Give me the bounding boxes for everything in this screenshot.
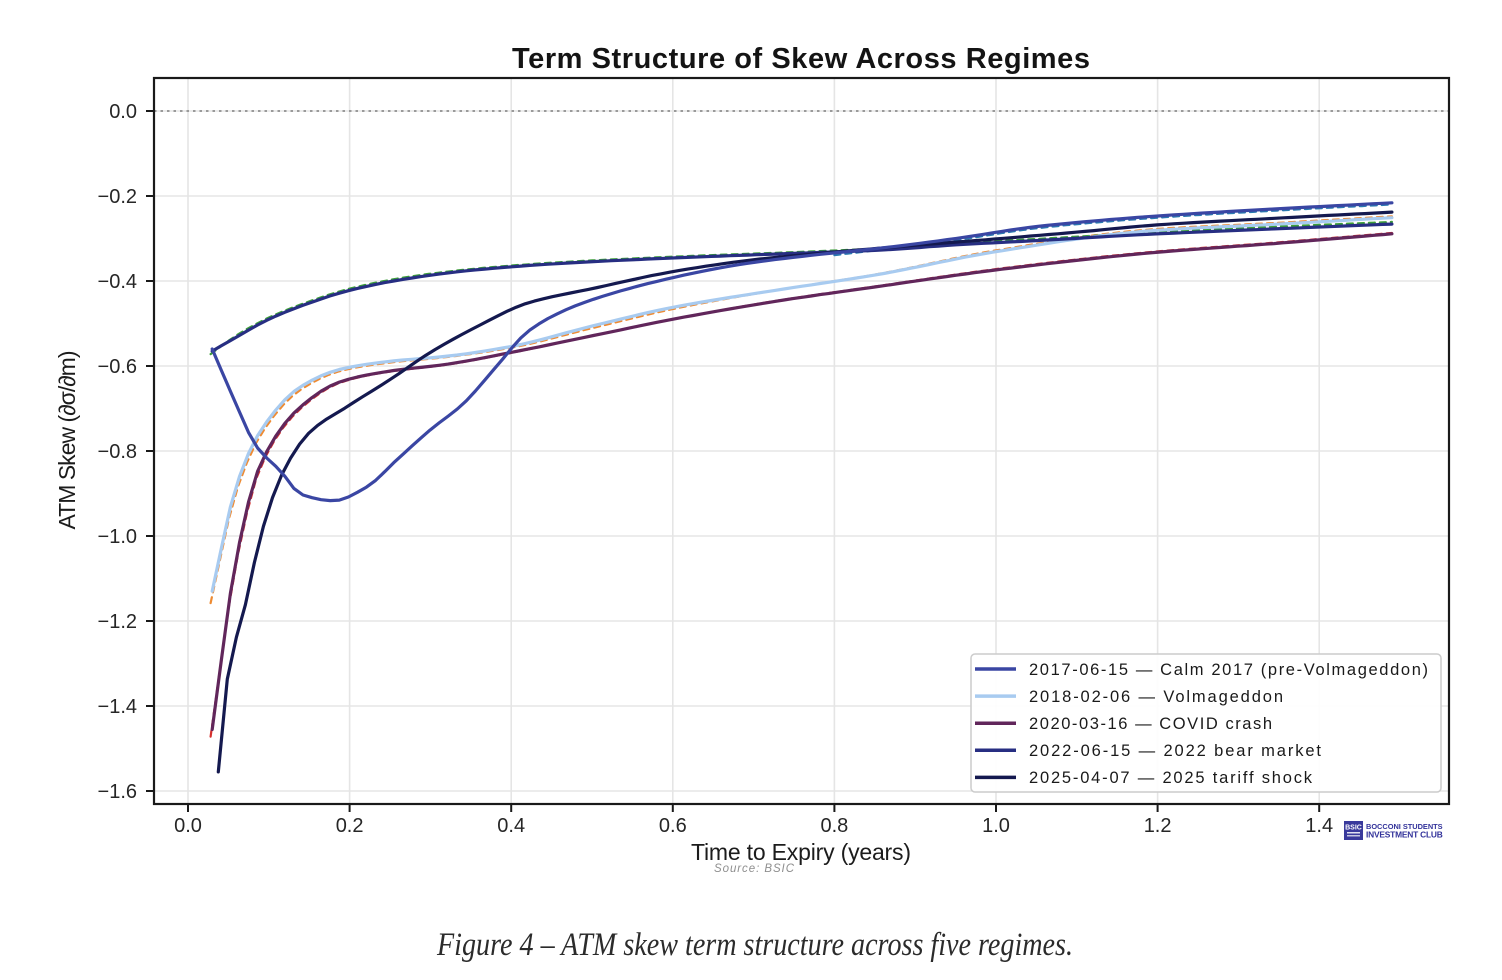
svg-text:−1.4: −1.4	[98, 696, 137, 718]
svg-text:2017-06-15 — Calm 2017 (pre-Vo: 2017-06-15 — Calm 2017 (pre-Volmageddon)	[1029, 661, 1428, 679]
svg-text:Time to Expiry (years): Time to Expiry (years)	[691, 839, 911, 865]
svg-text:BOCCONI STUDENTS: BOCCONI STUDENTS	[1366, 822, 1443, 831]
svg-text:Term Structure of Skew Across: Term Structure of Skew Across Regimes	[512, 43, 1090, 75]
svg-text:−0.4: −0.4	[98, 271, 137, 293]
svg-text:2020-03-16 — COVID crash: 2020-03-16 — COVID crash	[1029, 715, 1272, 733]
svg-text:−1.6: −1.6	[98, 781, 137, 803]
svg-text:−0.8: −0.8	[98, 441, 137, 463]
svg-text:Source: BSIC: Source: BSIC	[714, 863, 795, 875]
svg-text:2018-02-06 — Volmageddon: 2018-02-06 — Volmageddon	[1029, 688, 1283, 706]
svg-text:−0.2: −0.2	[98, 186, 137, 208]
svg-text:0.6: 0.6	[659, 815, 687, 837]
svg-text:0.0: 0.0	[174, 815, 202, 837]
svg-text:−0.6: −0.6	[98, 356, 137, 378]
svg-text:0.8: 0.8	[820, 815, 848, 837]
svg-text:0.2: 0.2	[336, 815, 364, 837]
svg-text:−1.2: −1.2	[98, 611, 137, 633]
svg-text:BSIC: BSIC	[1345, 825, 1362, 832]
svg-text:1.2: 1.2	[1144, 815, 1172, 837]
svg-text:0.4: 0.4	[497, 815, 525, 837]
svg-text:0.0: 0.0	[109, 101, 137, 123]
svg-text:2022-06-15 — 2022 bear market: 2022-06-15 — 2022 bear market	[1029, 742, 1321, 760]
svg-text:Figure 4 – ATM skew term struc: Figure 4 – ATM skew term structure acros…	[436, 927, 1073, 963]
svg-text:1.4: 1.4	[1305, 815, 1333, 837]
svg-text:−1.0: −1.0	[98, 526, 137, 548]
svg-text:1.0: 1.0	[982, 815, 1010, 837]
svg-text:INVESTMENT CLUB: INVESTMENT CLUB	[1366, 830, 1443, 840]
svg-text:ATM Skew (∂σ/∂m): ATM Skew (∂σ/∂m)	[54, 351, 80, 530]
